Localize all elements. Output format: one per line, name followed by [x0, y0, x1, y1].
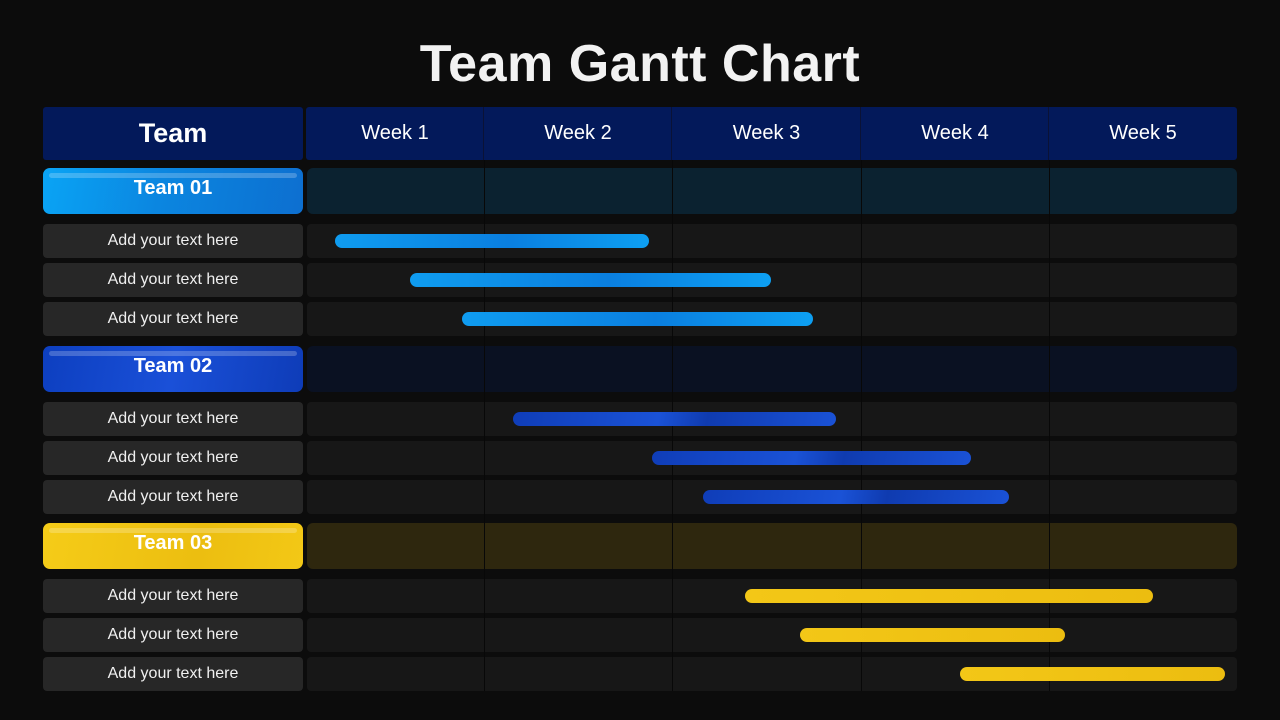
team-strip-1: [307, 168, 1237, 214]
task-label[interactable]: Add your text here: [43, 579, 303, 613]
gantt-bar[interactable]: [335, 234, 649, 248]
page-title: Team Gantt Chart: [419, 35, 861, 93]
team-label-highlight: [49, 173, 297, 178]
gantt-bar[interactable]: [513, 412, 836, 426]
week-header-1: Week 1: [361, 122, 429, 144]
week-gridline: [1049, 160, 1050, 691]
task-label[interactable]: Add your text here: [43, 657, 303, 691]
team-name: Team 03: [133, 532, 213, 554]
task-label[interactable]: Add your text here: [43, 224, 303, 258]
team-label-2: Team 02: [43, 346, 303, 392]
gantt-bar[interactable]: [703, 490, 1009, 504]
team-label-highlight: [49, 351, 297, 356]
task-label[interactable]: Add your text here: [43, 302, 303, 336]
gantt-bar[interactable]: [461, 312, 813, 326]
team-strip-2: [307, 346, 1237, 392]
week-header-divider: [1048, 107, 1049, 160]
week-header-divider: [860, 107, 861, 160]
team-label-highlight: [49, 528, 297, 533]
week-header-row: Week 1 Week 2 Week 3 Week 4 Week 5: [306, 107, 1237, 160]
week-header-4: Week 4: [921, 122, 989, 144]
gantt-bar[interactable]: [959, 667, 1225, 681]
team-name: Team 02: [133, 355, 213, 377]
week-header-divider: [483, 107, 484, 160]
week-gridline: [861, 160, 862, 691]
week-header-divider: [671, 107, 672, 160]
team-strip-3: [307, 523, 1237, 569]
team-column-header: Team: [43, 107, 303, 160]
task-label[interactable]: Add your text here: [43, 263, 303, 297]
week-gridline: [484, 160, 485, 691]
task-label[interactable]: Add your text here: [43, 618, 303, 652]
week-header-2: Week 2: [544, 122, 612, 144]
task-row: [307, 618, 1237, 652]
task-label[interactable]: Add your text here: [43, 441, 303, 475]
week-header-5: Week 5: [1109, 122, 1177, 144]
week-header-3: Week 3: [732, 122, 801, 144]
task-label[interactable]: Add your text here: [43, 480, 303, 514]
team-label-1: Team 01: [43, 168, 303, 214]
gantt-bar[interactable]: [744, 589, 1154, 603]
gantt-bar[interactable]: [410, 273, 772, 287]
task-label[interactable]: Add your text here: [43, 402, 303, 436]
team-label-3: Team 03: [43, 523, 303, 569]
team-name: Team 01: [133, 177, 213, 199]
gantt-bar[interactable]: [799, 628, 1066, 642]
gantt-bar[interactable]: [652, 451, 972, 465]
